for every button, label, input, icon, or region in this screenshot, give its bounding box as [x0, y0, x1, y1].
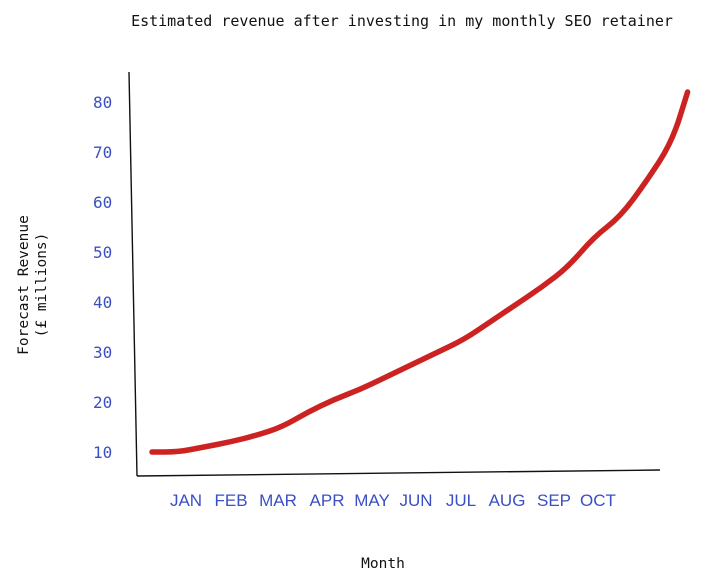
x-tick-label: AUG [489, 491, 526, 510]
x-axis-label: Month [361, 556, 405, 572]
y-tick-label: 30 [93, 343, 112, 362]
y-axis [128, 71, 138, 477]
chart-title: Estimated revenue after investing in my … [131, 12, 673, 30]
y-tick-label: 60 [93, 193, 112, 212]
y-tick-label: 50 [93, 243, 112, 262]
y-tick-label: 80 [93, 93, 112, 112]
series-line [149, 89, 691, 455]
x-axis [136, 469, 661, 477]
x-tick-label: SEP [537, 491, 571, 510]
x-tick-label: JUN [399, 491, 432, 510]
y-tick-labels: 10 20 30 40 50 60 70 80 [93, 93, 112, 462]
y-tick-label: 10 [93, 443, 112, 462]
x-tick-label: APR [310, 491, 345, 510]
x-tick-label: OCT [580, 491, 616, 510]
y-axis-label: Forecast Revenue [16, 215, 32, 355]
x-tick-labels: JAN FEB MAR APR MAY JUN JUL AUG SEP OCT [170, 491, 616, 510]
y-tick-label: 20 [93, 393, 112, 412]
x-tick-label: JUL [446, 491, 476, 510]
x-tick-label: JAN [170, 491, 202, 510]
x-tick-label: MAR [259, 491, 297, 510]
y-axis-label-group: Forecast Revenue (£ millions) [16, 215, 50, 355]
y-axis-unit: (£ millions) [34, 233, 50, 338]
x-tick-label: FEB [214, 491, 247, 510]
y-tick-label: 40 [93, 293, 112, 312]
x-tick-label: MAY [354, 491, 390, 510]
y-tick-label: 70 [93, 143, 112, 162]
